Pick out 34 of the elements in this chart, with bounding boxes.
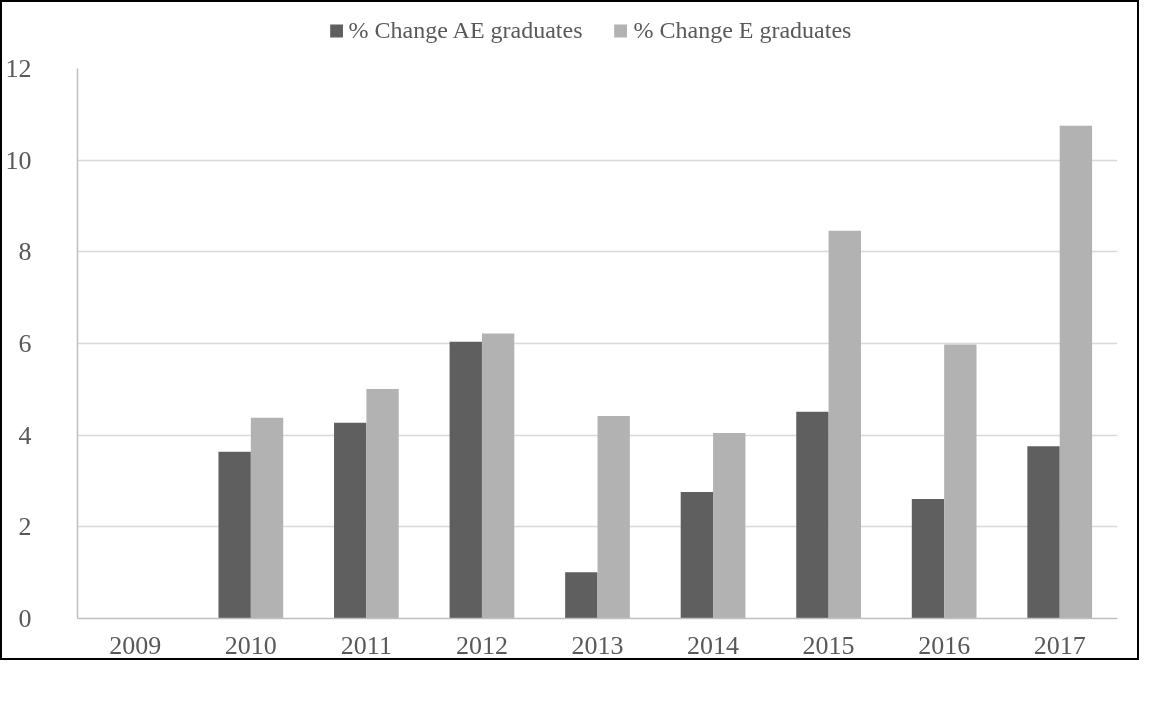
y-tick-label: 8 — [18, 237, 32, 267]
x-tick-label: 2009 — [109, 630, 162, 660]
x-tick-label: 2016 — [918, 630, 971, 660]
bar — [1059, 125, 1093, 619]
bar — [911, 498, 945, 619]
bar — [1027, 446, 1060, 619]
x-tick-label: 2010 — [224, 630, 277, 660]
legend-label: % Change E graduates — [633, 16, 852, 44]
bar — [366, 388, 399, 619]
bar — [796, 411, 829, 619]
bar — [828, 230, 861, 619]
bar — [481, 333, 515, 619]
y-tick-label: 10 — [5, 145, 32, 175]
bar — [449, 341, 482, 619]
bar — [680, 492, 714, 619]
x-tick-label: 2012 — [455, 630, 508, 660]
bar — [944, 344, 977, 619]
y-tick-label: 0 — [18, 604, 32, 633]
y-tick-label: 2 — [18, 512, 32, 542]
bar — [713, 432, 746, 619]
x-tick-label: 2015 — [802, 630, 855, 660]
y-tick-label: 12 — [5, 54, 32, 83]
x-tick-label: 2014 — [687, 630, 740, 660]
bar — [597, 415, 630, 619]
x-tick-label: 2011 — [340, 630, 392, 660]
bar — [218, 451, 251, 619]
bar — [334, 422, 367, 619]
legend-label: % Change AE graduates — [348, 16, 583, 44]
x-tick-label: 2017 — [1033, 630, 1086, 660]
x-tick-label: 2013 — [571, 630, 624, 660]
bar — [565, 572, 598, 619]
bar — [250, 417, 284, 619]
y-tick-label: 6 — [18, 329, 32, 358]
y-tick-label: 4 — [18, 420, 32, 450]
